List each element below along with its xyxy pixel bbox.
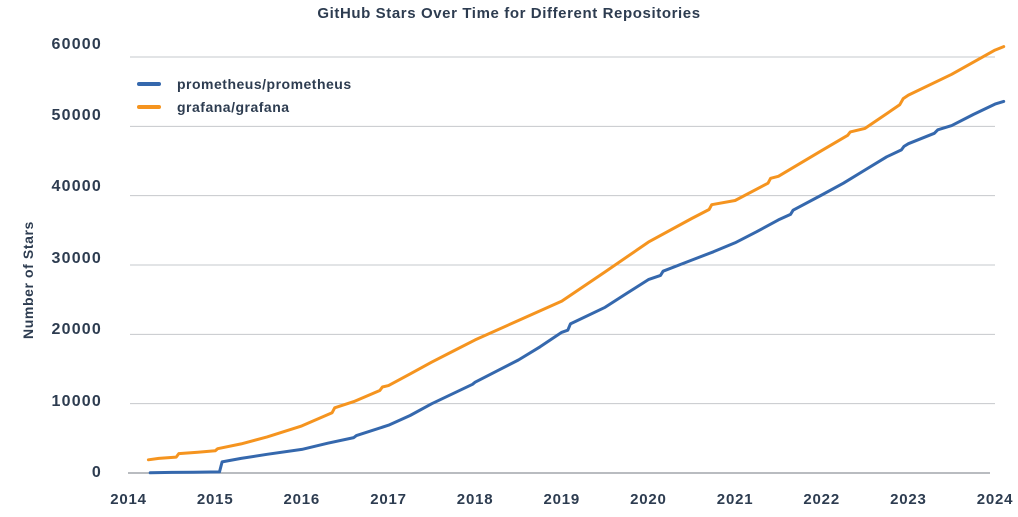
legend-item: grafana/grafana (137, 95, 352, 118)
x-tick-label: 2019 (543, 491, 581, 508)
x-tick-label: 2018 (456, 491, 494, 508)
y-tick-label: 50000 (51, 106, 102, 124)
x-tick-label: 2016 (283, 491, 321, 508)
legend-label: grafana/grafana (177, 98, 290, 115)
y-tick-label: 0 (91, 464, 102, 481)
x-tick-label: 2017 (370, 491, 407, 508)
legend-line-swatch (137, 81, 161, 86)
x-tick-label: 2014 (110, 491, 147, 508)
x-tick-label: 2015 (196, 491, 234, 508)
x-tick-label: 2022 (803, 491, 840, 508)
y-tick-label: 10000 (51, 392, 102, 410)
legend: prometheus/prometheus grafana/grafana (137, 72, 352, 118)
line-grafana-grafana (146, 45, 1006, 462)
legend-label: prometheus/prometheus (177, 75, 352, 92)
x-tick-label: 2021 (716, 491, 754, 508)
legend-item: prometheus/prometheus (137, 72, 352, 95)
line-prometheus-prometheus (148, 99, 1006, 475)
x-tick-label: 2020 (630, 491, 667, 508)
y-axis-title: Number of Stars (20, 221, 36, 339)
chart-title: GitHub Stars Over Time for Different Rep… (317, 5, 701, 22)
x-tick-label: 2024 (976, 491, 1014, 508)
y-tick-label: 30000 (51, 249, 102, 267)
y-tick-label: 60000 (51, 35, 102, 53)
x-tick-label: 2023 (890, 491, 927, 508)
legend-line-swatch (137, 104, 161, 109)
y-tick-label: 20000 (51, 321, 102, 339)
y-tick-label: 40000 (51, 178, 102, 196)
